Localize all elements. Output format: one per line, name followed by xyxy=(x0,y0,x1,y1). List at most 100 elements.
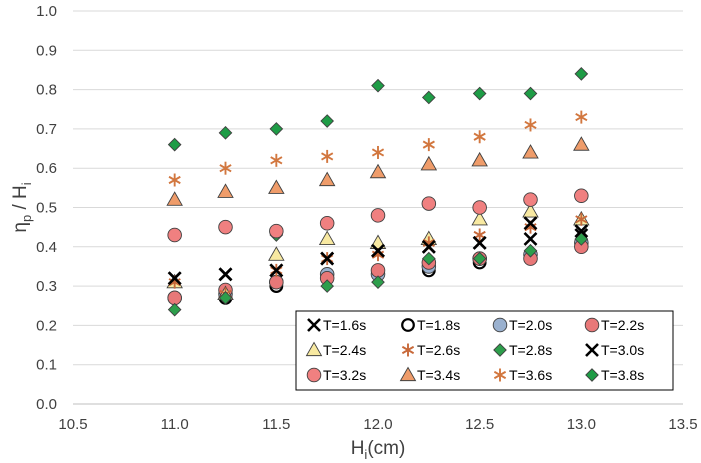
data-point xyxy=(371,275,385,290)
x-tick-label: 12.0 xyxy=(363,416,392,433)
marker-stroke xyxy=(168,175,181,185)
series-11 xyxy=(168,110,588,187)
data-point xyxy=(524,118,537,132)
data-point xyxy=(574,224,589,238)
marker-stroke xyxy=(523,232,538,246)
series-9 xyxy=(167,188,589,243)
y-tick-label: 0.3 xyxy=(36,278,57,295)
legend-item: T=2.6s xyxy=(401,342,460,358)
y-title-sub1: p xyxy=(19,215,34,222)
data-point xyxy=(523,192,538,207)
marker-stroke xyxy=(321,152,334,161)
y-tick-label: 0.1 xyxy=(36,357,57,374)
legend-box xyxy=(295,310,674,391)
y-tick-label: 0.6 xyxy=(36,160,57,177)
marker-stroke xyxy=(524,223,537,232)
legend-item: T=2.2s xyxy=(584,317,644,333)
data-point xyxy=(217,183,234,198)
legend-label: T=3.2s xyxy=(323,367,366,383)
legend-label: T=2.6s xyxy=(417,342,460,358)
legend: T=1.6s T=1.8s T=2.0s T=2.2s T=2.4s T=2.6s T=2.… xyxy=(295,310,674,391)
marker-stroke xyxy=(371,148,385,157)
data-point xyxy=(473,130,486,144)
data-point xyxy=(574,67,589,81)
axis-titles: Hi(cm) ηp / Hi xyxy=(10,182,405,462)
legend-item: T=2.4s xyxy=(305,341,366,358)
data-point xyxy=(218,267,233,282)
legend-label: T=2.0s xyxy=(509,317,552,333)
marker-stroke xyxy=(371,243,385,258)
data-points xyxy=(166,67,590,317)
data-point xyxy=(168,173,181,187)
series-12 xyxy=(167,67,589,152)
data-point xyxy=(472,200,487,215)
data-point xyxy=(167,137,182,152)
marker-stroke xyxy=(421,239,436,254)
x-title-sub: i xyxy=(364,447,367,462)
data-point xyxy=(522,144,539,159)
marker-stroke xyxy=(523,216,538,231)
data-point xyxy=(471,210,488,226)
x-tick-label: 13.5 xyxy=(668,416,697,433)
legend-marker xyxy=(401,343,415,357)
marker-stroke xyxy=(270,156,283,165)
data-point xyxy=(472,251,487,266)
legend-marker xyxy=(305,341,323,357)
data-point xyxy=(219,161,232,175)
data-point xyxy=(523,232,538,246)
series-7 xyxy=(167,228,589,317)
y-tick-label: 0.8 xyxy=(36,82,57,99)
data-point xyxy=(371,145,385,159)
legend-item: T=2.0s xyxy=(492,317,552,333)
series-8 xyxy=(167,216,589,286)
data-point xyxy=(420,155,438,171)
x-tick-label: 11.5 xyxy=(262,416,290,433)
data-point xyxy=(268,179,285,194)
data-point xyxy=(371,243,385,258)
y-tick-label: 0.4 xyxy=(36,239,57,256)
data-point xyxy=(573,136,590,151)
legend-label: T=2.4s xyxy=(323,342,366,358)
data-point xyxy=(421,239,436,254)
marker-stroke xyxy=(401,345,415,355)
legend-item: T=3.4s xyxy=(399,366,460,383)
data-point xyxy=(167,290,182,306)
data-point xyxy=(523,216,538,231)
x-title-rest: (cm) xyxy=(367,438,405,459)
x-tick-label: 10.5 xyxy=(58,416,87,433)
legend-item: T=3.2s xyxy=(306,367,366,383)
y-axis-title: ηp / Hi xyxy=(10,182,34,232)
x-tick-label: 11.0 xyxy=(161,416,189,433)
legend-marker xyxy=(585,343,599,357)
legend-marker xyxy=(401,318,415,332)
data-point xyxy=(218,219,233,235)
y-title-main: η xyxy=(10,222,31,233)
data-point xyxy=(269,122,284,136)
legend-item: T=2.8s xyxy=(493,342,552,358)
marker-stroke xyxy=(493,370,507,380)
legend-label: T=2.2s xyxy=(601,317,644,333)
y-title-sub2: i xyxy=(19,182,34,185)
data-point xyxy=(269,274,284,290)
series-10 xyxy=(166,136,590,206)
legend-marker xyxy=(585,368,599,382)
data-point xyxy=(574,188,589,203)
legend-item: T=3.8s xyxy=(585,367,644,383)
data-point xyxy=(167,227,182,243)
data-point xyxy=(320,251,335,266)
legend-label: T=3.4s xyxy=(417,367,460,383)
data-point xyxy=(371,78,385,93)
legend-item: T=1.8s xyxy=(401,317,460,333)
marker-stroke xyxy=(422,140,435,149)
data-point xyxy=(318,171,336,187)
data-point xyxy=(269,263,284,278)
marker-stroke xyxy=(473,230,486,240)
legend-marker xyxy=(584,317,600,333)
marker-stroke xyxy=(168,278,181,287)
data-point xyxy=(421,196,437,211)
legend-marker xyxy=(493,368,507,382)
data-point xyxy=(269,223,284,239)
y-tick-label: 0.2 xyxy=(36,317,57,334)
